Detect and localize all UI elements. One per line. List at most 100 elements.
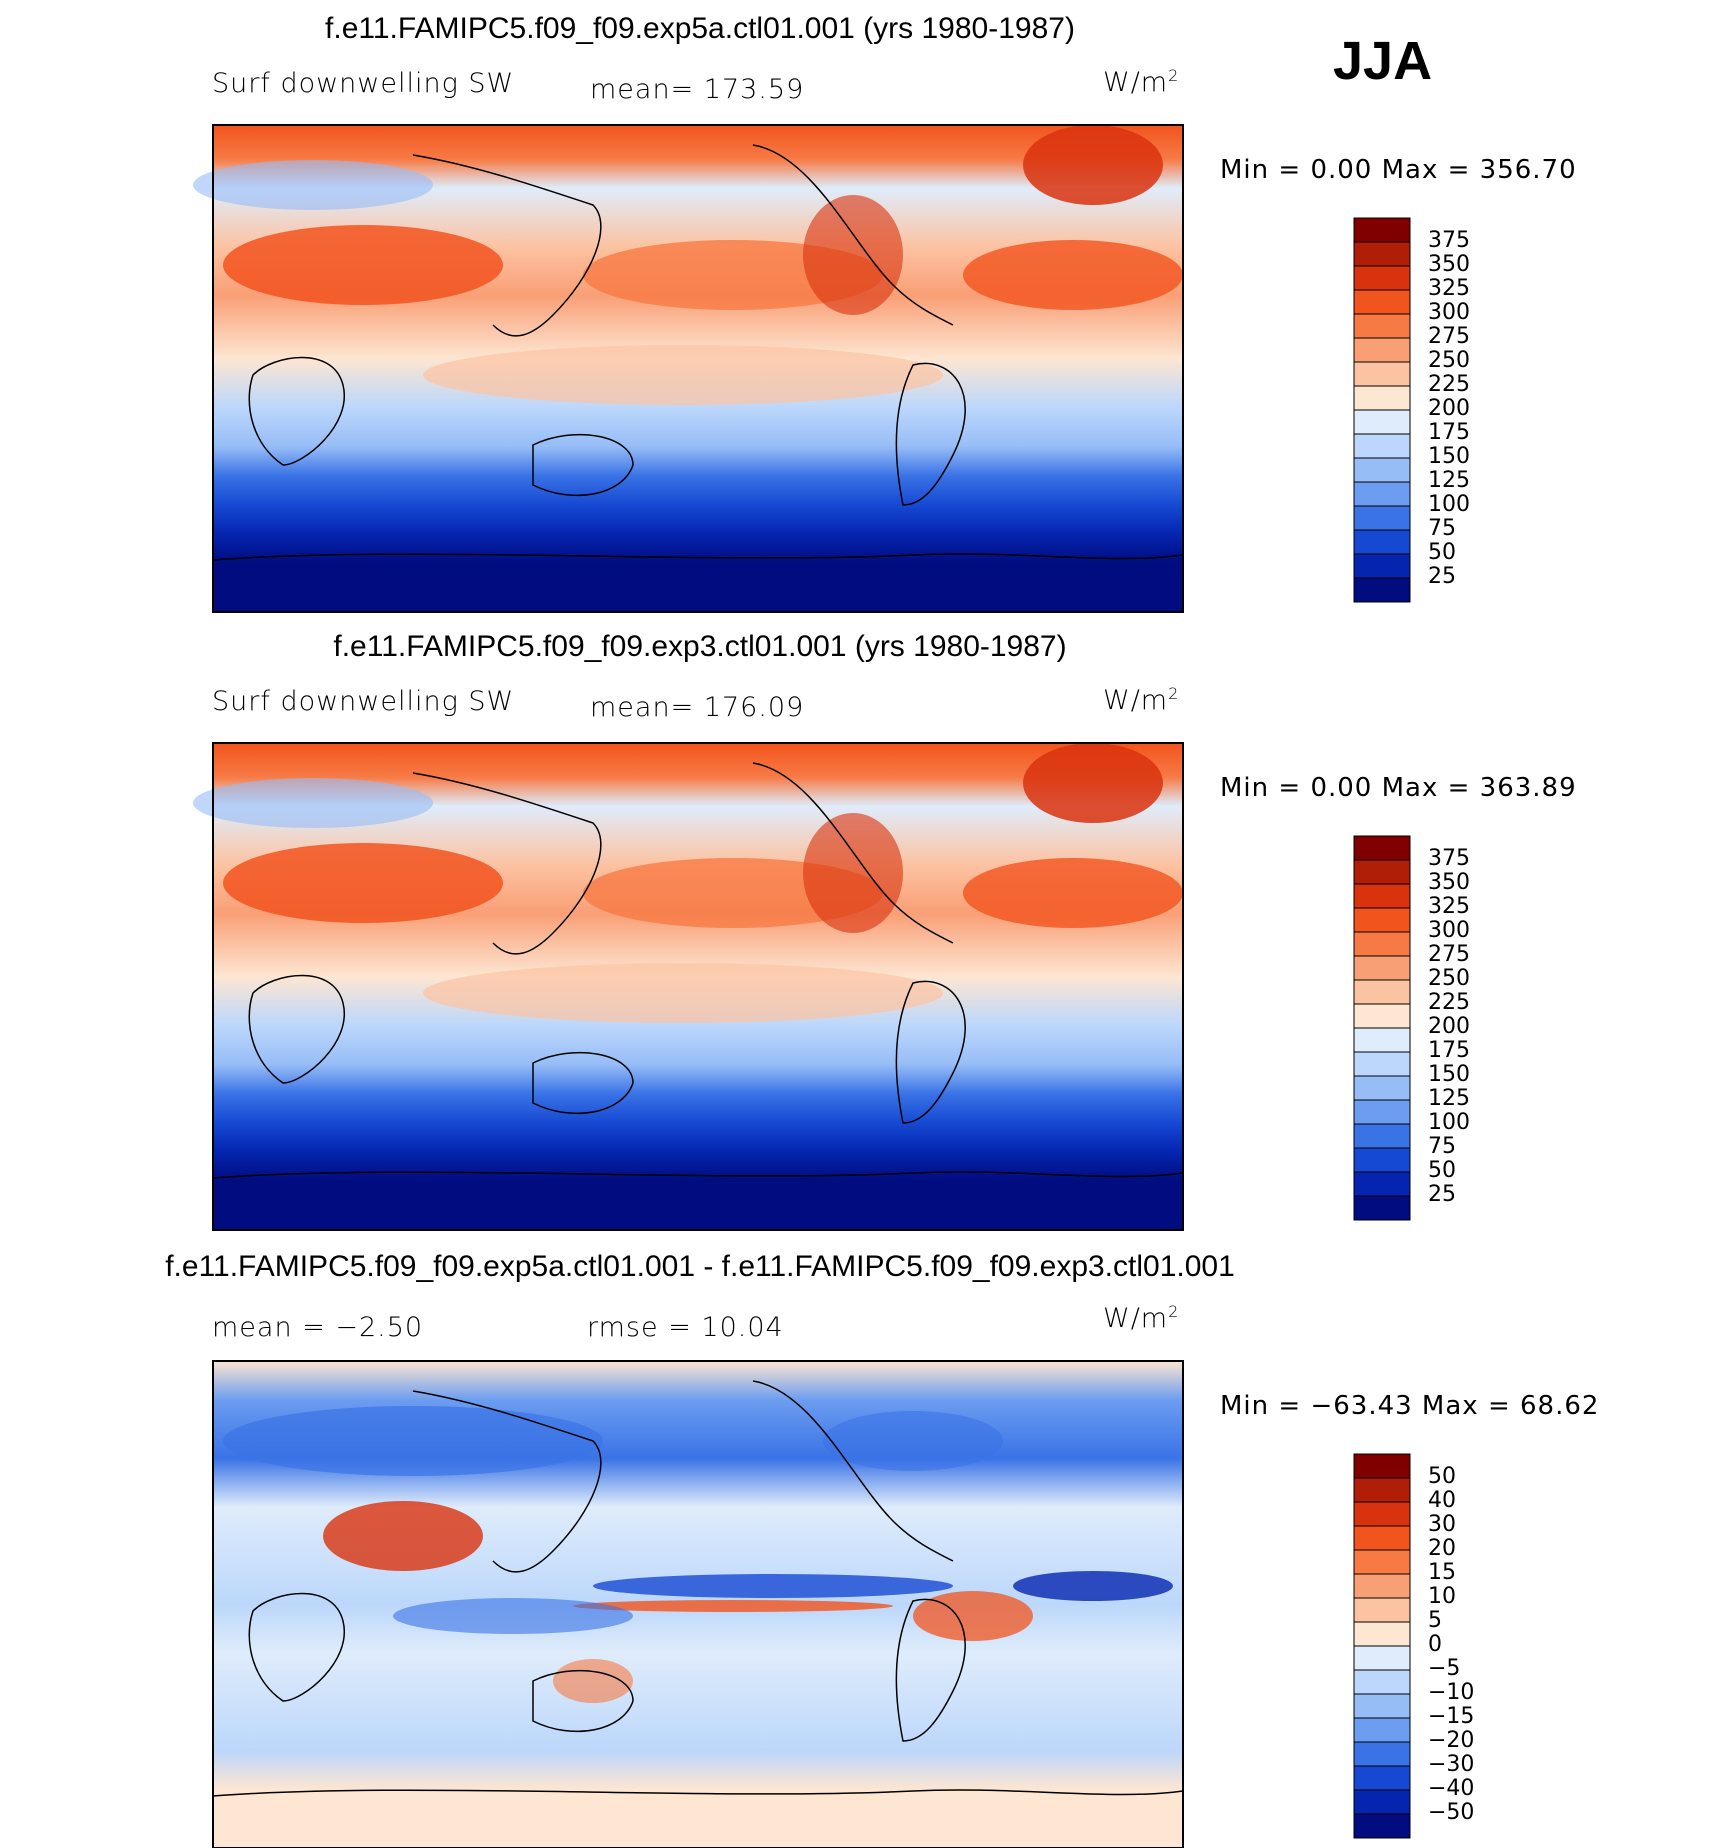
colorbar-swatch [1353,457,1411,483]
colorbar-swatch [1353,955,1411,981]
colorbar-swatch [1353,931,1411,957]
colorbar-tick-label: 200 [1428,1014,1470,1039]
colorbar-swatch [1353,1813,1411,1839]
colorbar-swatch [1353,1669,1411,1695]
colorbar-swatch [1353,361,1411,387]
colorbar-swatch [1353,1147,1411,1173]
panel-2-units-label: W/m2 [1103,684,1180,716]
colorbar-tick-label: 350 [1428,252,1470,277]
panel-3-map [212,1360,1184,1848]
panel-1-variable-label: Surf downwelling SW [212,68,515,99]
colorbar-tick-label: 350 [1428,870,1470,895]
panel-2-title: f.e11.FAMIPC5.f09_f09.exp3.ctl01.001 (yr… [333,630,1067,663]
colorbar-swatch [1353,265,1411,291]
panel-1-mean-label: mean= 173.59 [590,74,805,105]
panel-3-units-label: W/m2 [1103,1302,1180,1334]
colorbar-swatch [1353,481,1411,507]
colorbar-swatch [1353,1501,1411,1527]
panel-1-title: f.e11.FAMIPC5.f09_f09.exp5a.ctl01.001 (y… [325,12,1075,45]
colorbar-swatch [1353,505,1411,531]
colorbar-swatch [1353,1717,1411,1743]
panel-1-map [193,124,1184,613]
colorbar-tick-label: 225 [1428,372,1470,397]
colorbar-tick-label: −20 [1428,1728,1475,1753]
colorbar-swatch [1353,217,1411,243]
colorbar-swatch [1353,1123,1411,1149]
panel-1-minmax: Min = 0.00 Max = 356.70 [1220,155,1577,185]
colorbar-tick-label: −5 [1428,1656,1461,1681]
colorbar-tick-label: 275 [1428,324,1470,349]
colorbar-swatch [1353,1195,1411,1221]
colorbar-tick-label: 10 [1428,1584,1456,1609]
colorbar-tick-label: 325 [1428,894,1470,919]
colorbar-tick-label: 50 [1428,540,1456,565]
panel-1-colorbar-swatches [1353,217,1411,603]
colorbar-tick-label: −15 [1428,1704,1475,1729]
colorbar-tick-label: 375 [1428,228,1470,253]
colorbar-tick-label: 300 [1428,918,1470,943]
colorbar-tick-label: 0 [1428,1632,1442,1657]
colorbar-swatch [1353,529,1411,555]
colorbar-swatch [1353,1075,1411,1101]
panel-2-variable-label: Surf downwelling SW [212,686,515,717]
colorbar-swatch [1353,1027,1411,1053]
colorbar-swatch [1353,1099,1411,1125]
colorbar-tick-label: 75 [1428,516,1456,541]
colorbar-tick-label: 50 [1428,1464,1456,1489]
colorbar-tick-label: 175 [1428,1038,1470,1063]
panel-2-mean-label: mean= 176.09 [590,692,805,723]
colorbar-tick-label: 150 [1428,1062,1470,1087]
panel-3-minmax: Min = −63.43 Max = 68.62 [1220,1391,1600,1421]
colorbar-swatch [1353,553,1411,579]
colorbar-swatch [1353,1549,1411,1575]
panel-3-colorbar-swatches [1353,1453,1411,1839]
colorbar-tick-label: 100 [1428,1110,1470,1135]
colorbar-swatch [1353,1453,1411,1479]
colorbar-tick-label: 300 [1428,300,1470,325]
colorbar-tick-label: 125 [1428,1086,1470,1111]
colorbar-tick-label: 175 [1428,420,1470,445]
colorbar-tick-label: 100 [1428,492,1470,517]
colorbar-swatch [1353,859,1411,885]
colorbar-swatch [1353,577,1411,603]
colorbar-tick-label: 40 [1428,1488,1456,1513]
colorbar-tick-label: 25 [1428,1182,1456,1207]
colorbar-tick-label: −10 [1428,1680,1475,1705]
colorbar-swatch [1353,1171,1411,1197]
colorbar-swatch [1353,979,1411,1005]
colorbar-swatch [1353,883,1411,909]
panel-3-rmse-label: rmse = 10.04 [587,1312,784,1343]
colorbar-tick-label: 200 [1428,396,1470,421]
panel-2-map [193,742,1184,1231]
colorbar-swatch [1353,907,1411,933]
colorbar-swatch [1353,1693,1411,1719]
colorbar-swatch [1353,1789,1411,1815]
colorbar-swatch [1353,409,1411,435]
colorbar-tick-label: −40 [1428,1776,1475,1801]
panel-3-mean-label: mean = −2.50 [212,1312,424,1343]
colorbar-tick-label: −30 [1428,1752,1475,1777]
colorbar-tick-label: 15 [1428,1560,1456,1585]
colorbar-swatch [1353,433,1411,459]
colorbar-swatch [1353,313,1411,339]
season-label: JJA [1333,31,1433,91]
colorbar-swatch [1353,1477,1411,1503]
colorbar-tick-label: 30 [1428,1512,1456,1537]
colorbar-tick-label: 25 [1428,564,1456,589]
colorbar-swatch [1353,1051,1411,1077]
colorbar-swatch [1353,1741,1411,1767]
colorbar-tick-label: −50 [1428,1800,1475,1825]
colorbar-swatch [1353,337,1411,363]
colorbar-tick-label: 5 [1428,1608,1442,1633]
colorbar-tick-label: 250 [1428,966,1470,991]
colorbar-tick-label: 375 [1428,846,1470,871]
colorbar-tick-label: 20 [1428,1536,1456,1561]
panel-1-units-label: W/m2 [1103,66,1180,98]
panel-2-colorbar-swatches [1353,835,1411,1221]
colorbar-swatch [1353,289,1411,315]
colorbar-swatch [1353,1003,1411,1029]
colorbar-swatch [1353,1573,1411,1599]
colorbar-tick-label: 325 [1428,276,1470,301]
colorbar-swatch [1353,241,1411,267]
colorbar-tick-label: 50 [1428,1158,1456,1183]
